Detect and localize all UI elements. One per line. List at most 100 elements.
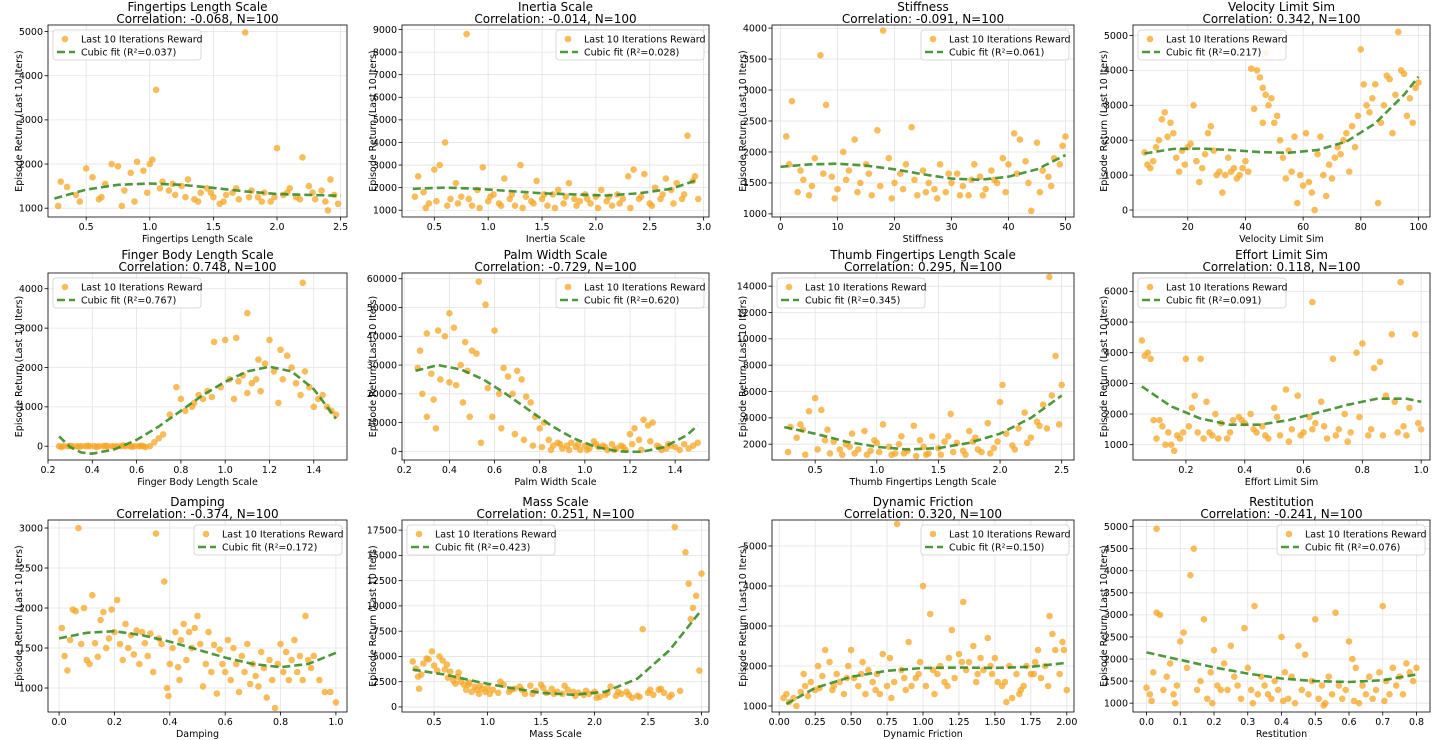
data-point <box>1291 699 1299 707</box>
data-point <box>990 444 998 452</box>
data-point <box>1389 664 1397 672</box>
y-tick-label: 5000 <box>19 27 43 38</box>
legend: Last 10 Iterations Reward Cubic fit (R²=0… <box>776 277 927 309</box>
data-point <box>1345 638 1353 645</box>
data-point <box>857 179 864 187</box>
data-point <box>1341 410 1349 418</box>
data-point <box>454 200 462 207</box>
data-point <box>807 678 815 686</box>
data-point <box>283 352 291 359</box>
y-tick-label: 2000 <box>19 159 43 170</box>
scatter-series <box>409 523 705 702</box>
data-point <box>1056 161 1064 168</box>
data-point <box>213 690 221 697</box>
data-point <box>1413 664 1420 672</box>
data-point <box>848 430 856 437</box>
data-point <box>430 396 437 403</box>
data-point <box>1203 695 1211 703</box>
data-point <box>57 178 65 185</box>
data-point <box>1160 686 1167 694</box>
y-tick-label: 4000 <box>1104 566 1128 577</box>
data-point <box>241 668 248 676</box>
data-point <box>1176 638 1184 645</box>
legend-box <box>1276 524 1426 556</box>
data-point <box>1143 684 1150 692</box>
data-point <box>1164 429 1172 436</box>
data-point <box>1212 410 1219 418</box>
data-point <box>500 364 507 372</box>
data-point <box>888 195 895 202</box>
data-point <box>814 446 821 453</box>
data-point <box>446 668 454 675</box>
data-point <box>637 193 645 200</box>
data-point <box>288 364 295 371</box>
x-tick-label: 2.0 <box>587 717 602 728</box>
data-point <box>1147 355 1154 363</box>
data-point <box>182 193 189 201</box>
data-point <box>560 200 567 207</box>
legend-label-scatter: Last 10 Iterations Reward <box>1166 283 1288 294</box>
data-point <box>1359 682 1366 689</box>
data-point <box>639 625 646 633</box>
x-tick-label: 0.2 <box>40 465 55 476</box>
data-point <box>1062 133 1069 140</box>
data-point <box>1366 108 1373 116</box>
data-point <box>316 676 323 684</box>
legend-label-fit: Cubic fit (R²=0.076) <box>1305 543 1400 554</box>
data-point <box>219 660 226 668</box>
data-point <box>255 683 262 690</box>
subplot-title: Stiffness <box>897 0 948 14</box>
data-point <box>874 126 881 134</box>
data-point <box>465 195 473 203</box>
data-point <box>1297 432 1304 439</box>
x-tick-label: 1.5 <box>931 465 946 476</box>
subplot-correlation: Correlation: -0.068, N=100 <box>116 12 278 26</box>
data-point <box>1363 101 1370 109</box>
data-point <box>533 177 540 185</box>
legend-box <box>193 524 343 556</box>
data-point <box>1282 386 1290 393</box>
data-point <box>1172 154 1180 161</box>
data-point <box>624 173 632 180</box>
data-point <box>910 422 918 430</box>
data-point <box>221 668 229 676</box>
data-point <box>1030 670 1038 678</box>
data-point <box>1056 670 1063 678</box>
data-point <box>1379 602 1387 610</box>
y-tick-label: 4000 <box>743 413 767 424</box>
data-point <box>411 193 419 200</box>
x-tick-label: 0.4 <box>1274 717 1289 728</box>
data-point <box>1047 182 1055 190</box>
data-point <box>322 198 329 205</box>
data-point <box>1273 112 1281 120</box>
data-point <box>61 652 68 660</box>
data-point <box>1379 432 1387 439</box>
data-point <box>136 660 143 668</box>
legend-box <box>52 277 202 309</box>
data-point <box>93 443 101 451</box>
x-tick-label: 0.4 <box>85 465 100 476</box>
data-point <box>838 451 846 459</box>
data-point <box>1015 425 1022 432</box>
data-point <box>439 657 446 664</box>
data-point <box>548 685 556 693</box>
data-point <box>1270 119 1278 127</box>
legend-box <box>406 524 556 556</box>
x-tick-label: 1.2 <box>262 465 277 476</box>
data-point <box>297 391 304 399</box>
y-tick-label: 5000 <box>1104 31 1128 42</box>
x-tick-label: 0.8 <box>273 717 288 728</box>
data-point <box>1357 46 1365 53</box>
data-point <box>922 682 930 690</box>
data-point <box>191 624 199 632</box>
data-point <box>102 442 109 450</box>
y-tick-label: 3000 <box>19 323 43 334</box>
x-tick-label: 0.8 <box>173 465 188 476</box>
legend: Last 10 Iterations Reward Cubic fit (R²=0… <box>1137 29 1288 61</box>
data-point <box>926 610 934 618</box>
data-point <box>1406 404 1413 412</box>
data-point <box>976 173 984 181</box>
data-point <box>819 170 827 177</box>
data-point <box>933 195 941 202</box>
data-point <box>232 660 240 668</box>
